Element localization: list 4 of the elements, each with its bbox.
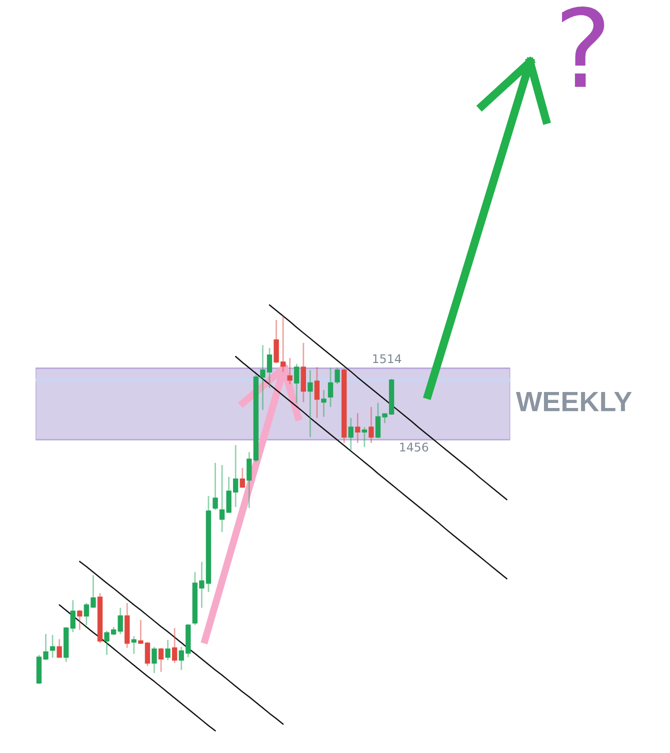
text: ? — [562, 6, 604, 87]
annotation: 1456 — [400, 442, 428, 452]
band-label: WEEKLY — [516, 392, 632, 412]
annotation: 1514 — [373, 354, 402, 364]
